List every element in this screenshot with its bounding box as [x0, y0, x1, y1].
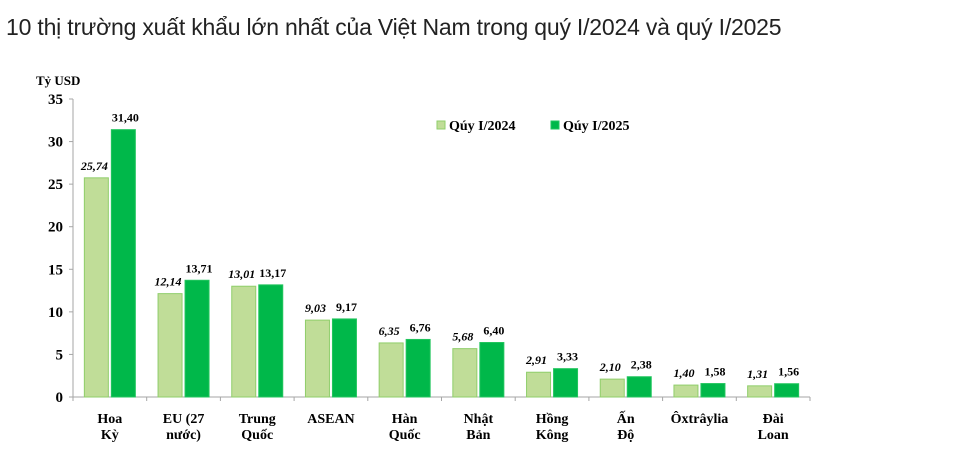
data-label: 13,17 — [259, 266, 286, 280]
x-category-label: Ôxtrâylia — [671, 410, 729, 427]
data-label: 9,17 — [336, 300, 357, 314]
data-label: 12,14 — [155, 275, 182, 289]
x-category-label: Đài — [763, 412, 784, 427]
bar-q1-2025 — [184, 279, 210, 398]
x-category-label: nước) — [166, 428, 201, 443]
x-category-label: Nhật — [464, 412, 494, 427]
bar-q1-2024 — [157, 293, 183, 398]
data-label: 25,74 — [80, 159, 108, 173]
data-label: 1,58 — [704, 365, 725, 379]
data-label: 5,68 — [452, 330, 473, 344]
legend-swatch — [550, 120, 560, 130]
data-label: 6,76 — [410, 320, 431, 334]
x-category-label: Độ — [617, 428, 634, 443]
data-label: 13,01 — [228, 267, 255, 281]
data-label: 13,71 — [186, 261, 213, 275]
data-label: 9,03 — [305, 301, 326, 315]
y-tick-label: 5 — [56, 347, 64, 363]
bar-q1-2024 — [304, 319, 330, 398]
y-tick-label: 35 — [48, 92, 63, 108]
y-tick-label: 20 — [48, 220, 63, 236]
y-tick-label: 10 — [48, 305, 63, 321]
x-category-label: ASEAN — [307, 412, 354, 427]
bar-q1-2024 — [526, 371, 552, 398]
y-axis-label: Tỷ USD — [36, 73, 80, 88]
bar-q1-2025 — [774, 383, 800, 398]
bar-q1-2024 — [452, 348, 478, 398]
data-label: 1,40 — [673, 366, 694, 380]
data-label: 2,91 — [525, 353, 547, 367]
data-label: 1,31 — [747, 367, 768, 381]
bar-q1-2025 — [405, 338, 431, 398]
bar-q1-2025 — [258, 284, 284, 398]
data-label: 2,38 — [631, 358, 652, 372]
x-category-label: Hàn — [392, 412, 418, 427]
y-tick-label: 30 — [48, 135, 63, 151]
y-tick-label: 15 — [48, 262, 63, 278]
bar-q1-2024 — [231, 285, 257, 398]
data-label: 31,40 — [112, 111, 139, 125]
chart-title: 10 thị trường xuất khẩu lớn nhất của Việ… — [6, 14, 782, 40]
bar-q1-2024 — [83, 177, 109, 398]
y-tick-label: 25 — [48, 177, 63, 193]
x-category-label: Quốc — [389, 428, 421, 443]
legend-label: Qúy I/2024 — [449, 119, 516, 134]
data-label: 6,40 — [483, 324, 504, 338]
x-category-label: Loan — [758, 428, 789, 443]
bar-q1-2025 — [110, 129, 136, 398]
x-category-label: EU (27 — [163, 412, 205, 427]
bar-q1-2025 — [331, 318, 357, 398]
data-label: 3,33 — [557, 350, 578, 364]
bar-q1-2025 — [553, 368, 579, 398]
x-category-label: Trung — [239, 412, 276, 427]
legend-swatch — [436, 120, 446, 130]
bar-q1-2024 — [599, 378, 625, 398]
data-label: 2,10 — [599, 360, 621, 374]
bar-q1-2025 — [700, 383, 726, 398]
bar-q1-2025 — [479, 342, 505, 398]
x-category-label: Kỳ — [101, 428, 119, 443]
bar-q1-2024 — [378, 342, 404, 398]
x-category-label: Ấn — [617, 410, 635, 427]
data-label: 6,35 — [379, 324, 400, 338]
legend-label: Qúy I/2025 — [563, 119, 630, 134]
x-category-label: Hồng — [536, 412, 569, 427]
bar-q1-2024 — [747, 385, 773, 398]
bar-q1-2024 — [673, 384, 699, 398]
x-category-label: Kông — [536, 428, 569, 443]
x-category-label: Bản — [466, 428, 490, 443]
x-category-label: Hoa — [97, 412, 122, 427]
data-label: 1,56 — [778, 365, 799, 379]
bar-q1-2025 — [626, 376, 652, 398]
x-category-label: Quốc — [241, 428, 273, 443]
y-tick-label: 0 — [56, 390, 64, 406]
